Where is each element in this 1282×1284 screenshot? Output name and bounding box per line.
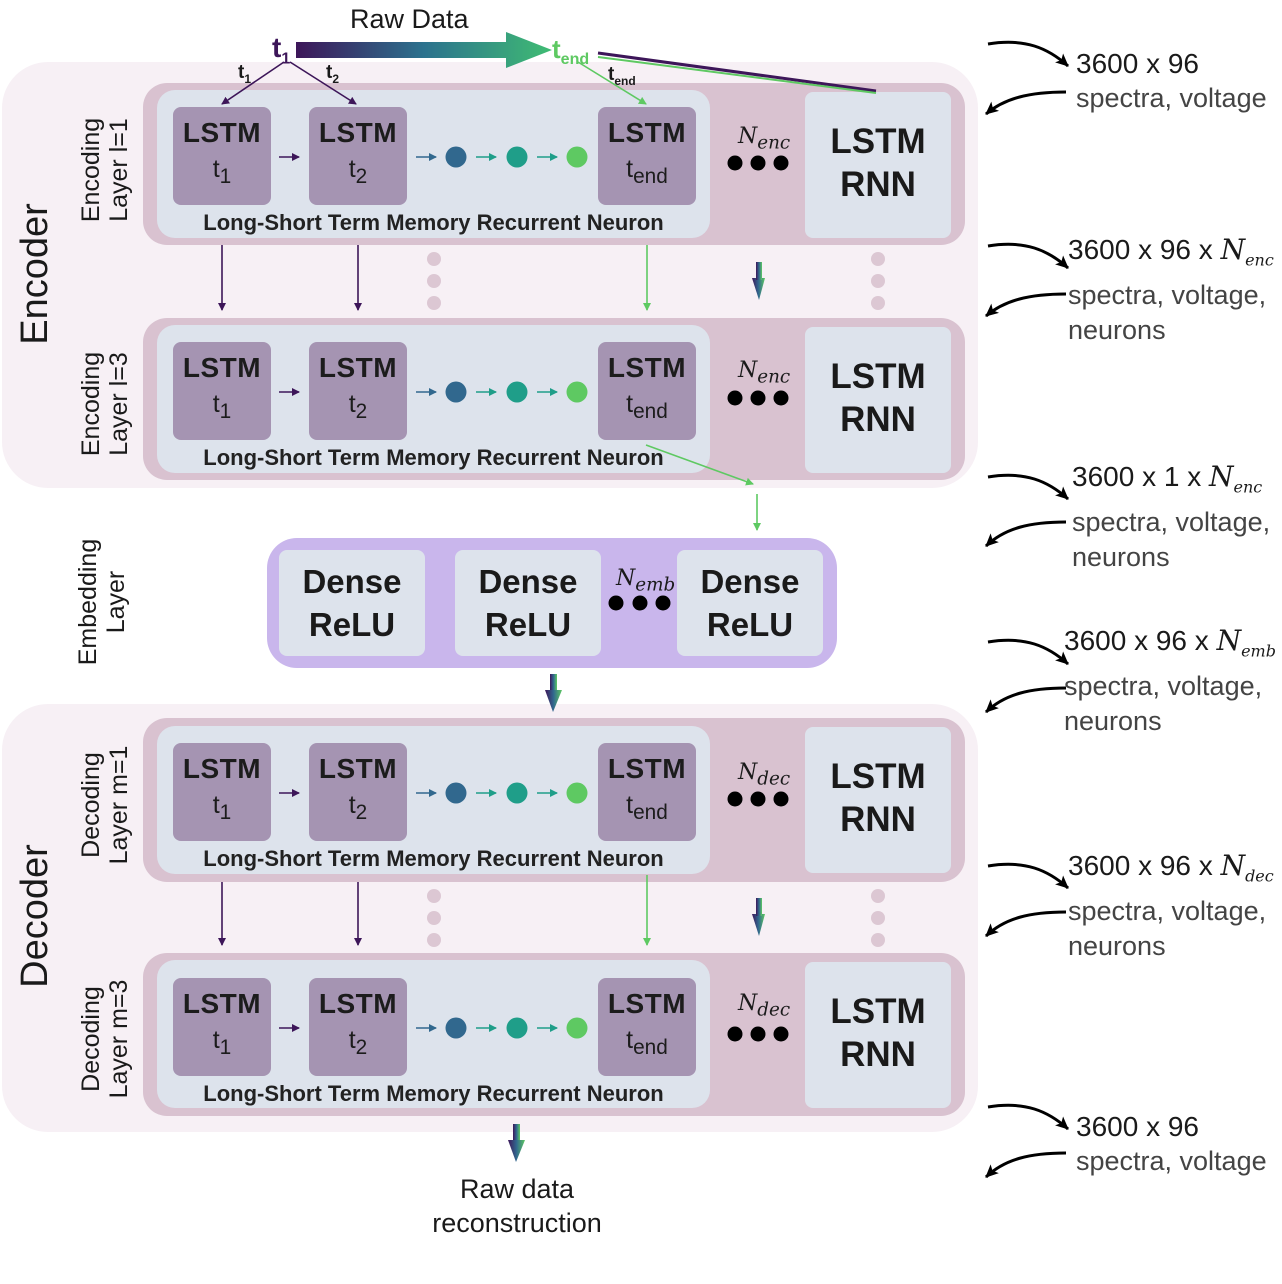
dense-relu-2: Dense ReLU	[455, 550, 601, 656]
encoder-to-embedding-arrow	[645, 444, 761, 531]
input-arrow-t2	[289, 61, 357, 105]
lstm-cell-tend: LSTM tend	[598, 107, 696, 205]
embedding-dots	[608, 595, 671, 611]
cell-time: t1	[212, 390, 232, 423]
cell-title: LSTM	[318, 988, 398, 1019]
cell-time: t2	[348, 155, 368, 188]
lstm-cell-t2: LSTM t2	[309, 978, 407, 1076]
cell-title: LSTM	[318, 117, 398, 148]
neuron-caption: Long-Short Term Memory Recurrent Neuron	[203, 445, 664, 470]
lstm-cell-t1: LSTM t1	[173, 978, 271, 1076]
neuron-caption: Long-Short Term Memory Recurrent Neuron	[203, 1081, 664, 1106]
cell-title: LSTM	[182, 753, 262, 784]
cell-title: LSTM	[182, 117, 262, 148]
dense-relu-1: Dense ReLU	[279, 550, 425, 656]
lstm-cell-t2: LSTM t2	[309, 107, 407, 205]
decoder-vertical-arrows	[218, 875, 885, 947]
side-annotation-6: 3600 x 96 spectra, voltage	[1076, 1111, 1267, 1176]
side-annotation-4: 3600 x 96 x Nemb spectra, voltage, neuro…	[1064, 624, 1276, 736]
side-annotation-1: 3600 x 96 spectra, voltage	[1076, 48, 1267, 113]
neuron-count-label: Ndec	[738, 991, 791, 1021]
cell-time: t2	[348, 390, 368, 423]
chain-layer-4	[279, 1017, 789, 1042]
cell-title: LSTM	[607, 352, 687, 383]
input-arrow-tend	[577, 61, 647, 105]
cell-time: tend	[626, 1026, 668, 1059]
cell-title: LSTM	[607, 753, 687, 784]
output-label-line2: reconstruction	[432, 1208, 602, 1238]
cell-title: LSTM	[318, 352, 398, 383]
arrow-label-t1: t1	[238, 62, 252, 86]
neuron-count-label: Nenc	[738, 124, 791, 154]
cell-time: t2	[348, 1026, 368, 1059]
cell-time: tend	[626, 390, 668, 423]
tend-to-rnn-arrow	[597, 51, 877, 94]
cell-title: LSTM	[182, 352, 262, 383]
cell-title: LSTM	[607, 117, 687, 148]
cell-title: LSTM	[318, 753, 398, 784]
side-annotation-3: 3600 x 1 x Nenc spectra, voltage, neuron…	[1072, 460, 1271, 572]
cell-time: t1	[212, 791, 232, 824]
cell-time: t2	[348, 791, 368, 824]
output-label: Raw data reconstruction	[400, 1172, 634, 1240]
raw-data-arrow	[296, 32, 552, 68]
embedding-to-decoder-arrow	[545, 674, 562, 712]
input-arrow-t1	[221, 61, 285, 105]
dense-relu-n: Dense ReLU	[677, 550, 823, 656]
cell-time: tend	[626, 155, 668, 188]
lstm-rnn-block: LSTM RNN	[805, 962, 951, 1108]
cell-title: LSTM	[607, 988, 687, 1019]
lstm-cell-tend: LSTM tend	[598, 743, 696, 841]
neuron-caption: Long-Short Term Memory Recurrent Neuron	[203, 846, 664, 871]
cell-title: LSTM	[182, 988, 262, 1019]
decoder-output-arrow	[508, 1124, 525, 1162]
lstm-rnn-block: LSTM RNN	[805, 327, 951, 473]
cell-time: t1	[212, 1026, 232, 1059]
neuron-caption: Long-Short Term Memory Recurrent Neuron	[203, 210, 664, 235]
chain-layer-2	[279, 381, 789, 406]
neuron-count-label: Nenc	[738, 358, 791, 388]
cell-time: t1	[212, 155, 232, 188]
raw-data-label: Raw Data	[350, 4, 469, 34]
side-curved-arrows	[984, 40, 1070, 1179]
cell-time: tend	[626, 791, 668, 824]
lstm-cell-t1: LSTM t1	[173, 743, 271, 841]
chain-layer-1	[279, 146, 789, 171]
t1-header-label: t1	[272, 32, 291, 68]
lstm-cell-t1: LSTM t1	[173, 342, 271, 440]
embedding-count-label: Nemb	[616, 566, 676, 596]
arrow-label-tend: tend	[608, 64, 636, 88]
side-annotation-5: 3600 x 96 x Ndec spectra, voltage, neuro…	[1068, 849, 1274, 961]
encoder-vertical-arrows	[218, 245, 885, 311]
lstm-cell-t1: LSTM t1	[173, 107, 271, 205]
lstm-cell-t2: LSTM t2	[309, 743, 407, 841]
lstm-cell-tend: LSTM tend	[598, 342, 696, 440]
output-label-line1: Raw data	[459, 1174, 575, 1204]
lstm-cell-tend: LSTM tend	[598, 978, 696, 1076]
chain-layer-3	[279, 782, 789, 807]
arrow-label-t2: t2	[326, 62, 340, 86]
lstm-cell-t2: LSTM t2	[309, 342, 407, 440]
lstm-rnn-block: LSTM RNN	[805, 92, 951, 238]
lstm-rnn-block: LSTM RNN	[805, 727, 951, 873]
side-annotation-2: 3600 x 96 x Nenc spectra, voltage, neuro…	[1068, 233, 1274, 345]
layer-chains	[279, 146, 789, 1042]
neuron-count-label: Ndec	[738, 760, 791, 790]
